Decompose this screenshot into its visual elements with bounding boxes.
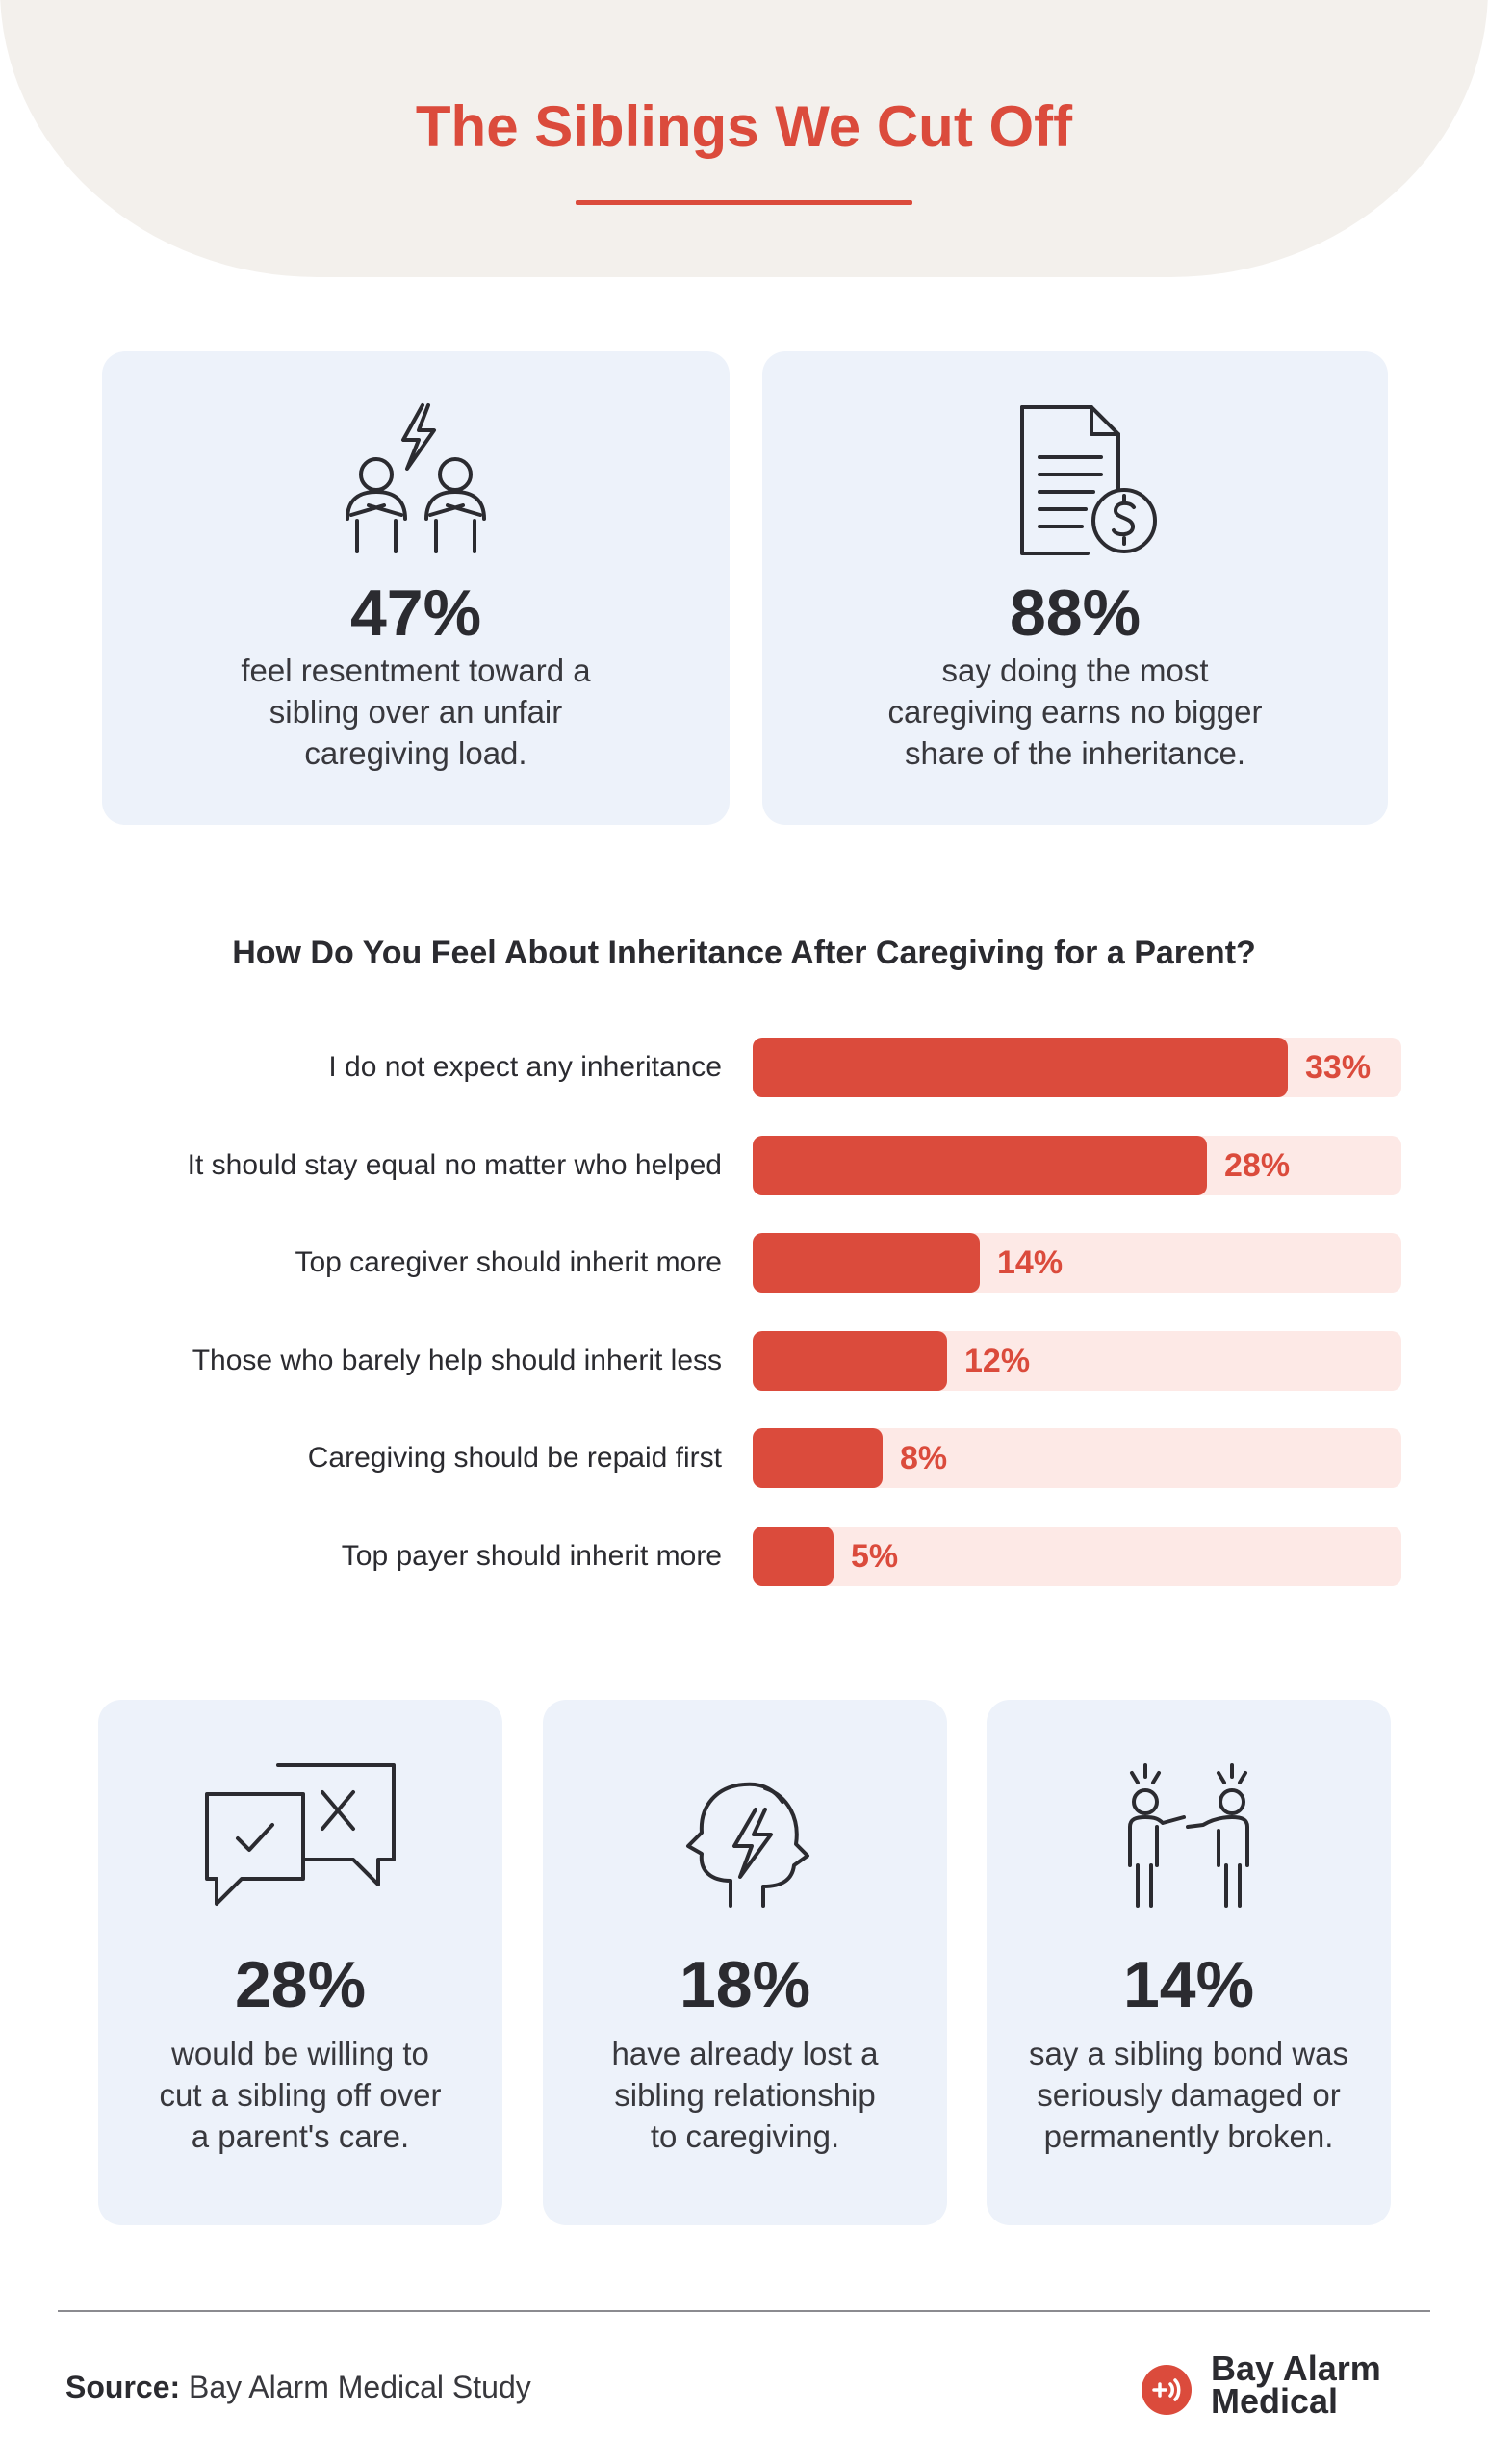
stat-description: say a sibling bond was seriously damaged… <box>1028 2036 1349 2154</box>
stat-value: 14% <box>1122 1948 1255 2021</box>
bar-track: 28% <box>753 1136 1401 1195</box>
bar-track: 12% <box>753 1331 1401 1391</box>
title-underline <box>576 200 912 205</box>
chart-title: How Do You Feel About Inheritance After … <box>232 935 1256 971</box>
bar <box>753 1331 947 1391</box>
bar-value-label: 12% <box>964 1343 1031 1379</box>
stat-value: 28% <box>234 1948 367 2021</box>
bar-value-label: 33% <box>1305 1049 1372 1086</box>
stat-value: 88% <box>1009 577 1142 650</box>
chat-check-x-icon <box>205 1763 396 1906</box>
stat-description: feel resentment toward a sibling over an… <box>241 653 591 771</box>
bar-category-label: Caregiving should be repaid first <box>307 1442 722 1474</box>
stat-description: have already lost a sibling relationship… <box>611 2036 879 2154</box>
header-background <box>0 0 1488 277</box>
bar-category-label: It should stay equal no matter who helpe… <box>187 1149 722 1181</box>
page-title: The Siblings We Cut Off <box>415 94 1073 159</box>
pointing-people-icon <box>1128 1763 1249 1908</box>
bar <box>753 1428 883 1488</box>
document-dollar-icon <box>1020 405 1157 555</box>
bar-track: 33% <box>753 1038 1401 1097</box>
bar <box>753 1136 1207 1195</box>
source-credit: Source: Bay Alarm Medical Study <box>65 2368 531 2406</box>
bar-value-label: 8% <box>900 1440 948 1476</box>
stat-value: 47% <box>349 577 482 650</box>
bar <box>753 1038 1288 1097</box>
stat-card-damaged-bond: 14% say a sibling bond was seriously dam… <box>987 1700 1391 2225</box>
bar-value-label: 5% <box>851 1538 899 1575</box>
footer-divider <box>58 2310 1430 2312</box>
arguing-people-icon <box>346 403 486 553</box>
bar-category-label: Top payer should inherit more <box>341 1540 722 1572</box>
bar-track: 14% <box>753 1233 1401 1293</box>
stat-card-resentment: 47% feel resentment toward a sibling ove… <box>102 351 730 825</box>
stat-value: 18% <box>679 1948 811 2021</box>
stat-card-inheritance-share: 88% say doing the most caregiving earns … <box>762 351 1388 825</box>
bar <box>753 1527 834 1586</box>
bar-track: 5% <box>753 1527 1401 1586</box>
bar-track: 8% <box>753 1428 1401 1488</box>
bar-category-label: Top caregiver should inherit more <box>295 1246 722 1278</box>
medical-alert-logo-icon <box>1142 2365 1192 2415</box>
stat-card-lost-relationship: 18% have already lost a sibling relation… <box>543 1700 947 2225</box>
bar <box>753 1233 980 1293</box>
stat-description: say doing the most caregiving earns no b… <box>887 653 1263 771</box>
source-label: Source: <box>65 2370 181 2404</box>
source-text: Bay Alarm Medical Study <box>189 2370 531 2404</box>
stressed-head-icon <box>686 1782 809 1908</box>
stat-description: would be willing to cut a sibling off ov… <box>159 2036 442 2154</box>
bar-value-label: 28% <box>1224 1147 1291 1184</box>
brand-name: Bay Alarm Medical <box>1211 2348 1381 2421</box>
bar-category-label: Those who barely help should inherit les… <box>192 1345 722 1376</box>
bar-value-label: 14% <box>997 1245 1064 1281</box>
brand-logo-block: Bay Alarm Medical <box>1142 2348 1430 2426</box>
bar-category-label: I do not expect any inheritance <box>328 1051 722 1083</box>
stat-card-cut-off: 28% would be willing to cut a sibling of… <box>98 1700 502 2225</box>
